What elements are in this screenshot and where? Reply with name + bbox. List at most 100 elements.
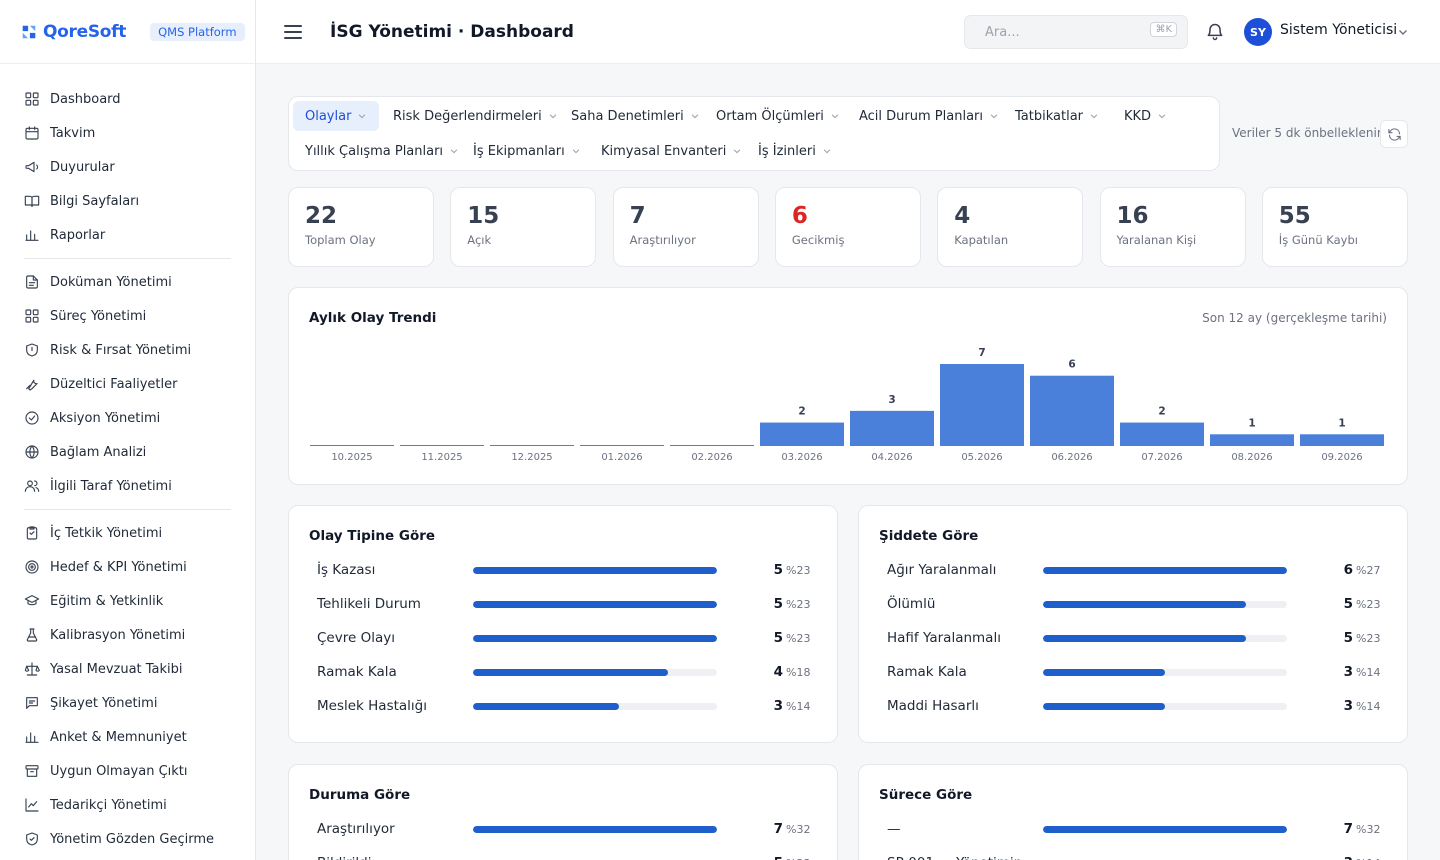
row-count: 5 [773,596,783,612]
x-tick-label: 08.2026 [1231,452,1272,463]
breakdown-row[interactable]: — 7 %32 [887,819,1387,839]
x-tick-label: 10.2025 [331,452,372,463]
sidebar-item-dashboard[interactable]: Dashboard [24,82,231,116]
sidebar-item-duyurular[interactable]: Duyurular [24,150,231,184]
tab-yillik-calisma-planlari[interactable]: Yıllık Çalışma Planları [293,136,471,166]
sidebar-item-sikayet-yonetimi[interactable]: Şikayet Yönetimi [24,686,231,720]
sidebar-item-takvim[interactable]: Takvim [24,116,231,150]
cache-note: Veriler 5 dk önbelleklenir [1232,126,1382,140]
trend-bar[interactable] [1120,422,1204,446]
tab-risk-degerlendirmeleri[interactable]: Risk Değerlendirmeleri [381,101,570,131]
sidebar-item-yasal-mevzuat-takibi[interactable]: Yasal Mevzuat Takibi [24,652,231,686]
row-percent: %32 [1356,823,1381,836]
sidebar-group: Doküman Yönetimi Süreç Yönetimi Risk & Fır… [0,265,255,503]
tab-acil-durum-planlari[interactable]: Acil Durum Planları [847,101,1011,131]
sidebar-item-duzeltici-faaliyetler[interactable]: Düzeltici Faaliyetler [24,367,231,401]
breakdown-row[interactable]: Meslek Hastalığı 3 %14 [317,696,817,716]
sidebar-item-raporlar[interactable]: Raporlar [24,218,231,252]
bar-value-label: 1 [1248,417,1255,429]
tab-kkd[interactable]: KKD [1112,101,1179,131]
chevron-down-icon[interactable] [1397,26,1409,38]
tab-label: Ortam Ölçümleri [716,108,824,124]
tab-label: Saha Denetimleri [571,108,684,124]
sidebar-item-tedarikci-yonetimi[interactable]: Tedarikçi Yönetimi [24,788,231,822]
row-count: 3 [1343,664,1353,680]
menu-toggle-icon[interactable] [284,24,302,39]
sidebar-item-ic-tetkik-yonetimi[interactable]: İç Tetkik Yönetimi [24,516,231,550]
trend-bar[interactable] [400,445,484,446]
breakdown-row[interactable]: Araştırılıyor 7 %32 [317,819,817,839]
sidebar-item-uygun-olmayan-cikti[interactable]: Uygun Olmayan Çıktı [24,754,231,788]
card-title: Sürece Göre [879,787,973,803]
tab-saha-denetimleri[interactable]: Saha Denetimleri [559,101,712,131]
refresh-button[interactable] [1380,120,1408,148]
breakdown-row[interactable]: Ramak Kala 3 %14 [887,662,1387,682]
trend-bar[interactable] [1030,375,1114,446]
user-name[interactable]: Sistem Yöneticisi [1280,22,1398,38]
book-icon [24,193,40,209]
breakdown-row[interactable]: Ağır Yaralanmalı 6 %27 [887,560,1387,580]
trend-bar[interactable] [940,364,1024,446]
sidebar-item-label: Yasal Mevzuat Takibi [50,661,183,677]
sidebar-item-yonetim-gozden-gecirme[interactable]: Yönetim Gözden Geçirme [24,822,231,856]
breakdown-row[interactable]: SP-001 — Yönetimin 3%14 [887,853,1387,860]
chevron-down-icon [549,114,557,119]
trend-bar[interactable] [1210,434,1294,446]
users-icon [24,478,40,494]
trend-bar[interactable] [490,445,574,446]
trend-bar[interactable] [310,445,394,446]
sidebar-item-ilgili-taraf-yonetimi[interactable]: İlgili Taraf Yönetimi [24,469,231,503]
trend-bar[interactable] [1300,434,1384,446]
trend-bar[interactable] [760,422,844,446]
tab-olaylar[interactable]: Olaylar [293,101,380,131]
tab-is-izinleri[interactable]: İş İzinleri [746,136,844,166]
sidebar-item-label: Aksiyon Yönetimi [50,410,161,426]
chevron-down-icon [450,149,458,154]
sidebar-item-surec-yonetimi[interactable]: Süreç Yönetimi [24,299,231,333]
sidebar-item-label: Doküman Yönetimi [50,274,172,290]
stat-label: Yaralanan Kişi [1116,233,1197,247]
logo[interactable]: QoreSoft [20,22,126,42]
stat-card-arastiriliyor: 7 Araştırılıyor [612,187,759,267]
sidebar-item-label: Yönetim Gözden Geçirme [50,831,214,847]
tab-ortam-olcumleri[interactable]: Ortam Ölçümleri [704,101,852,131]
sidebar-item-kalibrasyon-yonetimi[interactable]: Kalibrasyon Yönetimi [24,618,231,652]
search-input[interactable] [985,24,1135,40]
sidebar-item-dokuman-yonetimi[interactable]: Doküman Yönetimi [24,265,231,299]
bell-icon[interactable] [1205,22,1225,42]
tab-tatbikatlar[interactable]: Tatbikatlar [1003,101,1111,131]
chevron-down-icon [572,149,580,154]
trend-bar[interactable] [580,445,664,446]
breakdown-row[interactable]: İş Kazası 5 %23 [317,560,817,580]
sidebar-item-egitim-yetkinlik[interactable]: Eğitim & Yetkinlik [24,584,231,618]
scale-icon [24,661,40,677]
tab-label: Olaylar [305,108,352,124]
avatar[interactable]: SY [1244,18,1272,46]
message-icon [24,695,40,711]
sidebar-item-hedef-kpi-yonetimi[interactable]: Hedef & KPI Yönetimi [24,550,231,584]
tab-kimyasal-envanteri[interactable]: Kimyasal Envanteri [589,136,754,166]
breakdown-row[interactable]: Maddi Hasarlı 3 %14 [887,696,1387,716]
breakdown-row[interactable]: Ölümlü 5 %23 [887,594,1387,614]
breakdown-row[interactable]: Ramak Kala 4 %18 [317,662,817,682]
breakdown-row[interactable]: Bildirildi 5%23 [317,853,817,860]
breakdown-card-duruma-gore: Duruma Göre Araştırılıyor 7%32 Bildirildi 5%… [288,764,838,860]
breakdown-row[interactable]: Çevre Olayı 5 %23 [317,628,817,648]
progress-track [1043,703,1287,710]
sidebar-item-bilgi-sayfalari[interactable]: Bilgi Sayfaları [24,184,231,218]
sidebar-item-label: Bilgi Sayfaları [50,193,140,209]
sidebar-item-risk-firsat-yonetimi[interactable]: Risk & Fırsat Yönetimi [24,333,231,367]
search-shortcut: ⌘K [1150,22,1177,37]
sidebar-item-aksiyon-yonetimi[interactable]: Aksiyon Yönetimi [24,401,231,435]
sidebar-item-anket-memnuniyet[interactable]: Anket & Memnuniyet [24,720,231,754]
tab-is-ekipmanlari[interactable]: İş Ekipmanları [461,136,593,166]
trend-bar[interactable] [670,445,754,446]
row-percent: %23 [786,564,811,577]
progress-track [1043,635,1287,642]
breakdown-row[interactable]: Tehlikeli Durum 5 %23 [317,594,817,614]
stat-card-toplam-olay: 22 Toplam Olay [288,187,434,267]
sidebar-item-baglam-analizi[interactable]: Bağlam Analizi [24,435,231,469]
progress-track [473,635,717,642]
breakdown-row[interactable]: Hafif Yaralanmalı 5 %23 [887,628,1387,648]
trend-bar[interactable] [850,410,934,446]
